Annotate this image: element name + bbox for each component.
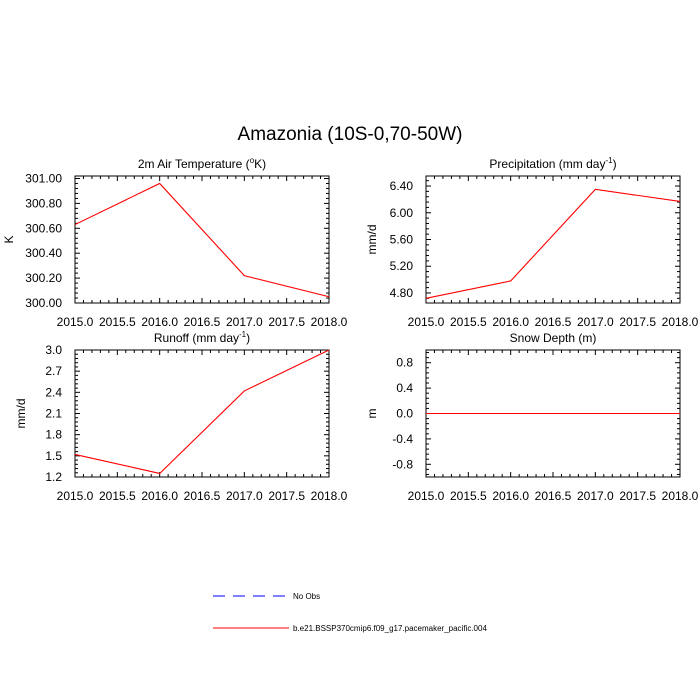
y-tick-label: 4.80 (390, 286, 414, 300)
series-line (74, 182, 330, 298)
chart-panel-2: Runoff (mm day-1) mm/d 2015.0 2015.5 2016.0 2… (14, 330, 348, 503)
panel-title-end: K) (254, 157, 266, 171)
panel-title-text: 2m Air Temperature ( (138, 157, 250, 171)
x-tick-label: 2016.5 (535, 489, 572, 503)
y-axis-label: m (365, 409, 379, 419)
x-tick-label: 2015.5 (450, 315, 487, 329)
panel-title-superscript: -1 (239, 330, 247, 339)
series-line (425, 188, 681, 299)
plot-frame (74, 349, 330, 478)
legend-label: No Obs (293, 592, 320, 601)
x-tick-label: 2018.0 (311, 315, 348, 329)
y-tick-label: 1.2 (45, 470, 62, 484)
x-tick-label: 2016.0 (141, 489, 178, 503)
y-tick-label: 2.1 (45, 407, 62, 421)
panel-title-superscript: o (250, 156, 255, 165)
x-tick-label: 2017.0 (577, 315, 614, 329)
x-tick-label: 2016.0 (492, 489, 529, 503)
y-axis-label: mm/d (14, 399, 28, 429)
legend-item-1: b.e21.BSSP370cmip6.f09_g17.pacemaker_pac… (213, 624, 487, 633)
chart-panel-1: Precipitation (mm day-1) mm/d 2015.0 2015.5… (365, 156, 699, 329)
x-tick-label: 2015.0 (57, 315, 94, 329)
x-tick-label: 2018.0 (662, 489, 699, 503)
x-tick-label: 2016.5 (184, 315, 221, 329)
y-tick-label: 301.00 (25, 171, 62, 185)
panel-title: Runoff (mm day-1) (154, 330, 250, 345)
y-tick-label: 300.60 (25, 221, 62, 235)
x-tick-label: 2017.0 (226, 315, 263, 329)
chart-panel-3: Snow Depth (m) m 2015.0 2015.5 2016.0 2016.5 2… (365, 331, 699, 503)
x-tick-label: 2017.5 (619, 315, 656, 329)
figure-title: Amazonia (10S-0,70-50W) (238, 124, 463, 145)
y-axis-label: mm/d (365, 225, 379, 255)
plot-frame (74, 175, 330, 304)
y-tick-label: 300.40 (25, 246, 62, 260)
legend-item-0: No Obs (213, 592, 320, 601)
panel-title-text: Precipitation (mm day (489, 157, 605, 171)
panel-title: Snow Depth (m) (510, 331, 597, 345)
panel-title-text: Runoff (mm day (154, 331, 239, 345)
panels-group: 2m Air Temperature (oK) K 2015.0 2015.5 2016… (2, 156, 699, 503)
y-tick-label: 1.8 (45, 428, 62, 442)
y-tick-label: 2.4 (45, 385, 62, 399)
y-tick-label: 300.80 (25, 196, 62, 210)
panel-title-superscript: -1 (605, 156, 613, 165)
x-tick-label: 2015.0 (57, 489, 94, 503)
chart-panel-0: 2m Air Temperature (oK) K 2015.0 2015.5 2016… (2, 156, 348, 329)
x-tick-label: 2017.0 (577, 489, 614, 503)
y-tick-label: -0.8 (392, 457, 413, 471)
y-tick-label: 5.60 (390, 233, 414, 247)
x-tick-label: 2015.0 (408, 315, 445, 329)
y-tick-label: 0.0 (396, 407, 413, 421)
y-axis-label: K (2, 235, 16, 243)
y-tick-label: 2.7 (45, 364, 62, 378)
y-tick-label: 300.20 (25, 271, 62, 285)
x-tick-label: 2018.0 (662, 315, 699, 329)
y-tick-label: 300.00 (25, 296, 62, 310)
plot-frame (425, 175, 681, 304)
x-tick-label: 2016.0 (492, 315, 529, 329)
panel-title-end: ) (613, 157, 617, 171)
x-tick-label: 2017.0 (226, 489, 263, 503)
y-tick-label: 6.40 (390, 179, 414, 193)
y-tick-label: 6.00 (390, 206, 414, 220)
y-tick-label: -0.4 (392, 432, 413, 446)
x-tick-label: 2016.0 (141, 315, 178, 329)
x-tick-label: 2018.0 (311, 489, 348, 503)
legend: No Obs b.e21.BSSP370cmip6.f09_g17.pacemak… (213, 592, 487, 633)
x-tick-label: 2017.5 (268, 315, 305, 329)
panel-title: 2m Air Temperature (oK) (138, 156, 266, 171)
x-tick-label: 2015.5 (450, 489, 487, 503)
x-tick-label: 2015.0 (408, 489, 445, 503)
panel-title-end: ) (246, 331, 250, 345)
y-tick-label: 0.8 (396, 356, 413, 370)
y-tick-label: 5.20 (390, 259, 414, 273)
x-tick-label: 2016.5 (535, 315, 572, 329)
y-tick-label: 3.0 (45, 343, 62, 357)
x-tick-label: 2015.5 (99, 315, 136, 329)
panel-title-text: Snow Depth (m) (510, 331, 597, 345)
x-tick-label: 2016.5 (184, 489, 221, 503)
series-line (74, 349, 330, 475)
x-tick-label: 2015.5 (99, 489, 136, 503)
y-tick-label: 0.4 (396, 381, 413, 395)
legend-label: b.e21.BSSP370cmip6.f09_g17.pacemaker_pac… (293, 624, 487, 633)
x-tick-label: 2017.5 (619, 489, 656, 503)
panel-title: Precipitation (mm day-1) (489, 156, 616, 171)
y-tick-label: 1.5 (45, 449, 62, 463)
x-tick-label: 2017.5 (268, 489, 305, 503)
